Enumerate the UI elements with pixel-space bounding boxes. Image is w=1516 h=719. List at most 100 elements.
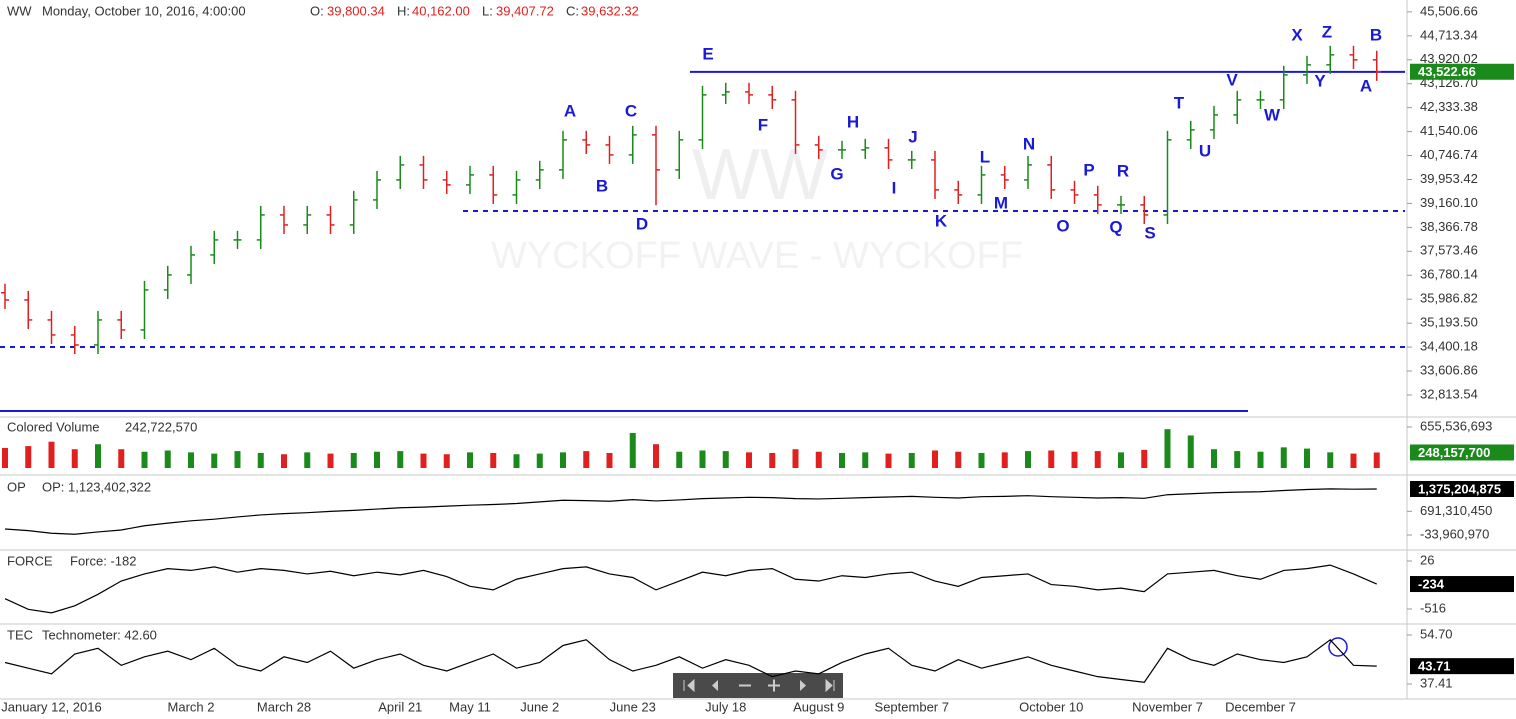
- y-tick-label: 37,573.46: [1420, 243, 1478, 258]
- navigator[interactable]: [673, 673, 843, 698]
- last-value-box: [1410, 444, 1514, 461]
- nav-prev[interactable]: [712, 680, 718, 691]
- volume-bar: [932, 450, 938, 468]
- volume-bar: [2, 447, 8, 468]
- wave-label: R: [1117, 161, 1129, 180]
- volume-bar: [1048, 450, 1055, 468]
- x-tick-label: September 7: [875, 699, 949, 714]
- volume-bar: [792, 449, 799, 468]
- volume-bar: [188, 452, 194, 468]
- volume-bar: [1234, 451, 1241, 468]
- volume-bar: [1211, 449, 1217, 468]
- volume-bar: [281, 454, 287, 468]
- volume-bar: [25, 446, 32, 468]
- volume-bar: [327, 453, 334, 468]
- volume-bar: [71, 449, 78, 468]
- volume-bar: [1141, 449, 1148, 468]
- y-tick-label: 39,160.10: [1420, 195, 1478, 210]
- ohlc-readout: 39,632.32: [581, 3, 639, 18]
- y-tick-label: 691,310,450: [1420, 503, 1492, 518]
- y-tick-label: 37.41: [1420, 675, 1453, 690]
- ticker: WW: [7, 3, 32, 18]
- volume-bar: [908, 452, 915, 468]
- x-tick-label: December 7: [1225, 699, 1296, 714]
- panel-readout: 242,722,570: [125, 419, 197, 434]
- indicator-line: [4, 639, 1377, 683]
- last-value-box: [1410, 658, 1514, 675]
- watermark: WW: [692, 135, 828, 215]
- wave-label: A: [1360, 76, 1372, 95]
- volume-bar: [234, 451, 241, 468]
- volume-bar: [1257, 451, 1264, 468]
- volume-bar: [885, 453, 892, 468]
- y-tick-label: 41,540.06: [1420, 123, 1478, 138]
- watermark: WYCKOFF WAVE - WYCKOFF: [491, 235, 1023, 277]
- last-value-label: 1,375,204,875: [1418, 481, 1501, 496]
- nav-next[interactable]: [800, 680, 806, 691]
- x-tick-label: March 28: [257, 699, 311, 714]
- x-tick-label: March 2: [168, 699, 215, 714]
- wave-label: B: [1370, 25, 1382, 44]
- volume-bar: [397, 451, 404, 468]
- indicator-line: [4, 564, 1377, 614]
- y-tick-label: 36,780.14: [1420, 267, 1478, 282]
- x-tick-label: August 9: [793, 699, 844, 714]
- wave-label: P: [1083, 160, 1094, 179]
- y-tick-label: 45,506.66: [1420, 3, 1478, 18]
- volume-bar: [978, 452, 985, 468]
- ohlc-readout: O:: [310, 3, 324, 18]
- volume-bar: [350, 452, 357, 468]
- ohlc-readout: H:: [397, 3, 410, 18]
- indicator-line: [4, 488, 1377, 535]
- x-tick-label: April 21: [378, 699, 422, 714]
- panel-title: FORCE: [7, 553, 53, 568]
- wave-label: Y: [1314, 71, 1326, 90]
- nav-zoom-in[interactable]: [768, 679, 780, 692]
- wave-label: U: [1199, 141, 1211, 160]
- wave-label: F: [758, 115, 768, 134]
- y-tick-label: 32,813.54: [1420, 386, 1478, 401]
- volume-bar: [1280, 447, 1287, 468]
- y-tick-label: 35,986.82: [1420, 291, 1478, 306]
- panel-readout: OP: 1,123,402,322: [42, 479, 151, 494]
- y-tick-label: 34,400.18: [1420, 339, 1478, 354]
- volume-bar: [583, 451, 590, 468]
- wave-label: I: [892, 178, 897, 197]
- volume-bar: [118, 449, 125, 468]
- volume-bar: [211, 453, 218, 468]
- nav-first[interactable]: [683, 678, 695, 693]
- volume-bar: [164, 450, 171, 468]
- volume-bar: [1373, 452, 1380, 468]
- y-tick-label: 655,536,693: [1420, 418, 1492, 433]
- panel-title: OP: [7, 479, 26, 494]
- ohlc-readout: C:: [566, 3, 579, 18]
- highlight-circle: [1328, 637, 1348, 657]
- x-tick-label: October 10: [1019, 699, 1083, 714]
- ohlc-readout: 39,800.34: [327, 3, 385, 18]
- last-value-box: [1410, 576, 1514, 593]
- y-tick-label: -516: [1420, 600, 1446, 615]
- y-tick-label: 42,333.38: [1420, 99, 1478, 114]
- volume-bar: [560, 452, 566, 468]
- panel-title: Colored Volume: [7, 419, 100, 434]
- y-tick-label: 33,606.86: [1420, 362, 1478, 377]
- volume-bar: [490, 452, 497, 468]
- y-tick-label: 54.70: [1420, 626, 1453, 641]
- nav-last[interactable]: [825, 678, 835, 693]
- volume-bar: [141, 451, 148, 468]
- volume-bar: [536, 453, 543, 468]
- volume-bar: [955, 451, 962, 468]
- ohlc-readout: 39,407.72: [496, 3, 554, 18]
- y-tick-label: 39,953.42: [1420, 171, 1478, 186]
- wave-label: D: [636, 214, 648, 233]
- volume-bar: [746, 452, 752, 468]
- volume-bar: [722, 451, 729, 468]
- date-label: Monday, October 10, 2016, 4:00:00: [42, 3, 246, 18]
- x-tick-label: November 7: [1132, 699, 1203, 714]
- last-value-box: [1410, 63, 1514, 80]
- panel-title: TEC: [7, 627, 33, 642]
- wave-label: E: [702, 44, 713, 63]
- wave-label: K: [935, 211, 948, 230]
- volume-bar: [1001, 452, 1008, 468]
- y-tick-label: -33,960,970: [1420, 526, 1489, 541]
